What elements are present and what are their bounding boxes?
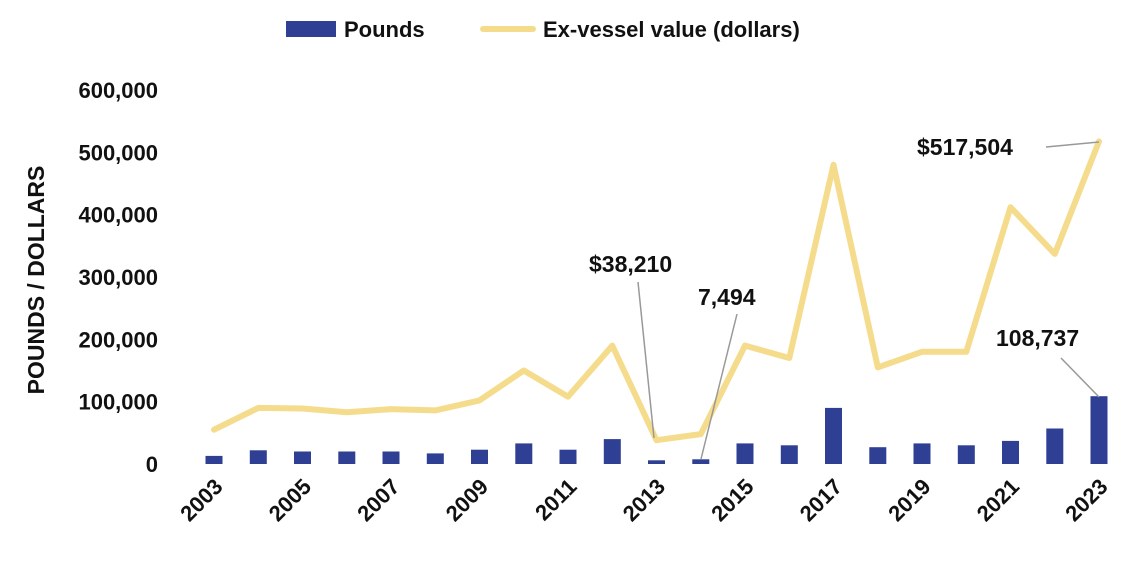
bar-pounds-2023 [1090, 396, 1108, 464]
bar-pounds-2013 [648, 460, 665, 464]
x-axis-ticks: 2003 2005 2007 2009 2011 2013 2015 2017 2019 2021… [175, 474, 1112, 526]
bar-pounds-2022 [1046, 428, 1064, 464]
x-tick-label-2019: 2019 [883, 474, 935, 526]
bar-pounds-2011 [559, 449, 577, 464]
legend-label-pounds: Pounds [344, 17, 425, 42]
annotation-leader-7494 [700, 313, 738, 460]
bar-pounds-2021 [1002, 440, 1019, 464]
annotation-value-7494: 7,494 [698, 284, 756, 310]
bar-pounds-2009 [471, 449, 488, 464]
annotation-value-38210: $38,210 [589, 251, 672, 277]
bar-pounds-2016 [780, 445, 798, 464]
bar-pounds-2018 [869, 447, 887, 464]
legend: Pounds Ex-vessel value (dollars) [286, 17, 800, 42]
x-tick-label-2007: 2007 [352, 474, 404, 526]
y-tick-label: 600,000 [78, 78, 158, 103]
ex-vessel-value-line [211, 138, 1102, 444]
x-tick-label-2023: 2023 [1060, 474, 1112, 526]
bar-pounds-2020 [957, 445, 975, 464]
bar-pounds-2014 [692, 459, 710, 464]
bar-pounds-2007 [382, 451, 400, 464]
annotation-leader-517504 [1045, 141, 1100, 148]
pounds-bars [205, 396, 1108, 464]
annotation-value-517504: $517,504 [917, 134, 1013, 160]
annotation-leader-108737 [1060, 357, 1100, 398]
x-tick-label-2009: 2009 [441, 474, 493, 526]
x-tick-label-2017: 2017 [795, 474, 847, 526]
x-tick-label-2021: 2021 [972, 474, 1024, 526]
bar-pounds-2004 [249, 450, 267, 464]
y-tick-label: 0 [146, 452, 158, 477]
annotation-leader-38210 [637, 281, 655, 439]
bar-pounds-2012 [603, 439, 621, 464]
bar-pounds-2010 [515, 443, 533, 464]
x-tick-label-2005: 2005 [264, 474, 316, 526]
y-axis-ticks: 0 100,000 200,000 300,000 400,000 500,000 600,… [78, 78, 158, 477]
bar-pounds-2006 [338, 451, 356, 464]
bar-pounds-2008 [426, 453, 444, 464]
y-tick-label: 200,000 [78, 327, 158, 352]
y-tick-label: 400,000 [78, 203, 158, 228]
bar-pounds-2017 [825, 407, 842, 464]
bar-pounds-2005 [294, 451, 311, 464]
x-tick-label-2011: 2011 [530, 474, 581, 525]
legend-label-ex-vessel-value: Ex-vessel value (dollars) [543, 17, 800, 42]
x-tick-label-2013: 2013 [618, 474, 670, 526]
y-axis-title: POUNDS / DOLLARS [23, 166, 49, 395]
annotations: $38,210 7,494 $517,504 108,737 [589, 134, 1100, 460]
bar-pounds-2003 [205, 455, 223, 464]
y-tick-label: 100,000 [78, 390, 158, 415]
bar-pounds-2015 [736, 443, 754, 464]
bar-pounds-2019 [913, 443, 931, 464]
annotation-value-108737: 108,737 [996, 325, 1079, 351]
y-tick-label: 300,000 [78, 265, 158, 290]
x-tick-label-2003: 2003 [175, 474, 227, 526]
y-tick-label: 500,000 [78, 140, 158, 165]
ex-vessel-value-line-layer [211, 138, 1102, 444]
legend-swatch-pounds [286, 21, 336, 37]
x-tick-label-2015: 2015 [706, 474, 758, 526]
